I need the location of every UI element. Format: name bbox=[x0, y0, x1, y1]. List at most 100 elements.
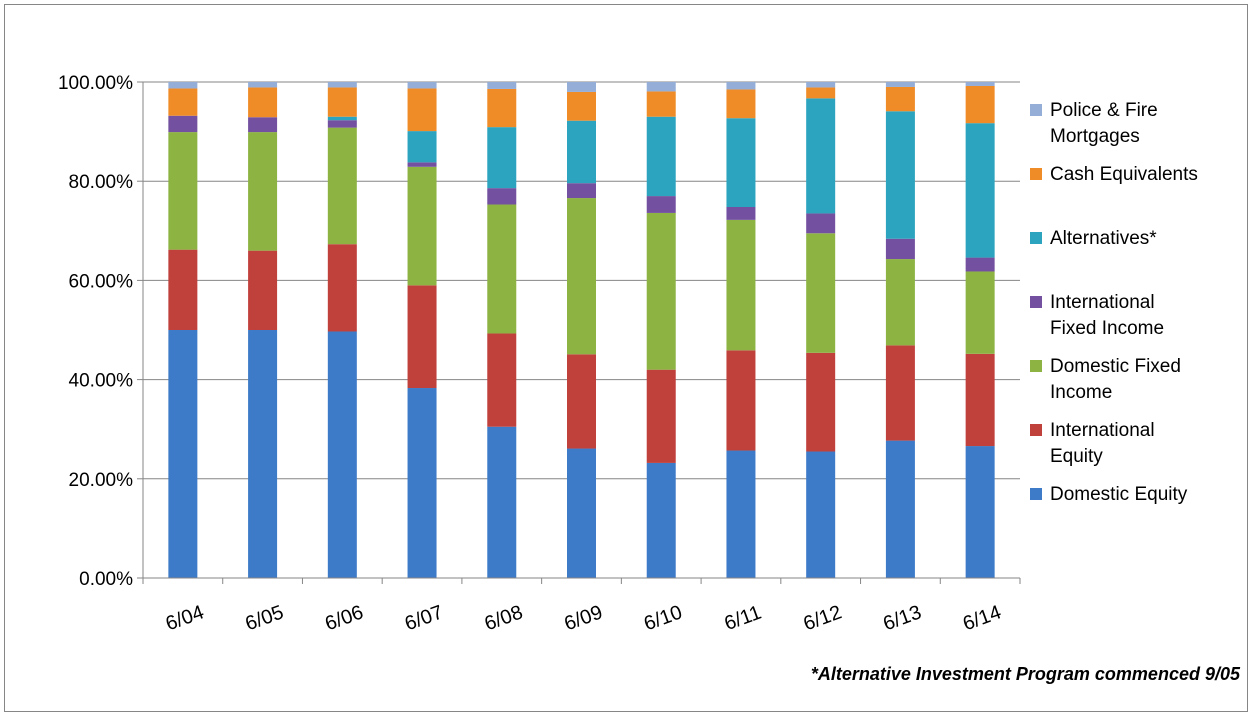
legend-label: Income bbox=[1050, 382, 1112, 403]
bar-segment bbox=[567, 448, 596, 578]
bar-segment bbox=[567, 354, 596, 449]
bar-segment bbox=[726, 219, 756, 351]
bar-segment bbox=[646, 196, 676, 213]
legend-swatch bbox=[1030, 360, 1042, 372]
legend: Police & Fire Mortgages Cash Equivalents Al… bbox=[1030, 100, 1198, 505]
x-tick-label: 6/05 bbox=[242, 601, 286, 635]
bar-segment bbox=[965, 257, 995, 272]
bar-segment bbox=[248, 132, 278, 251]
bar-segment bbox=[248, 82, 278, 88]
bar-segment bbox=[487, 204, 517, 334]
bar-segment bbox=[965, 85, 995, 124]
bar-segment bbox=[248, 117, 278, 133]
bar-segment bbox=[567, 183, 596, 199]
bar-segment bbox=[806, 87, 836, 99]
bar-segment bbox=[646, 462, 676, 578]
legend-swatch bbox=[1030, 104, 1042, 116]
bar-segment bbox=[168, 249, 198, 330]
bar-segment bbox=[327, 120, 357, 128]
bar-segment bbox=[487, 333, 517, 427]
bar-segment bbox=[168, 115, 198, 133]
y-tick-label: 20.00% bbox=[69, 470, 134, 491]
legend-label: Police & Fire bbox=[1050, 100, 1158, 121]
bar-segment bbox=[407, 131, 437, 163]
bar-segment bbox=[806, 213, 836, 234]
bar-segment bbox=[726, 82, 756, 90]
legend-label: Domestic Equity bbox=[1050, 484, 1188, 505]
x-tick-label: 6/11 bbox=[722, 602, 765, 635]
bar-segment bbox=[487, 127, 517, 189]
legend-swatch bbox=[1030, 296, 1042, 308]
bar-segment bbox=[407, 162, 437, 167]
bar-segment bbox=[327, 87, 357, 117]
bar-segment bbox=[726, 89, 756, 119]
legend-label: Fixed Income bbox=[1050, 318, 1164, 339]
bar-segment bbox=[487, 88, 517, 128]
legend-label: International bbox=[1050, 420, 1155, 441]
footnote: *Alternative Investment Program commence… bbox=[810, 664, 1240, 684]
bar-segment bbox=[806, 451, 836, 578]
bar-segment bbox=[806, 233, 836, 353]
x-tick-label: 6/04 bbox=[163, 601, 207, 635]
bar-segment bbox=[487, 82, 517, 89]
legend-swatch bbox=[1030, 424, 1042, 436]
bar-segment bbox=[965, 353, 995, 447]
bar-segment bbox=[885, 259, 915, 346]
bar-segment bbox=[168, 330, 198, 578]
y-tick-label: 100.00% bbox=[58, 73, 133, 94]
x-tick-label: 6/10 bbox=[641, 601, 685, 635]
bar-segment bbox=[646, 212, 676, 370]
x-tick-label: 6/07 bbox=[402, 601, 446, 635]
legend-label: Cash Equivalents bbox=[1050, 164, 1198, 185]
legend-swatch bbox=[1030, 488, 1042, 500]
bar-segment bbox=[885, 82, 915, 87]
bar-segment bbox=[726, 350, 756, 451]
bar-segment bbox=[168, 132, 198, 250]
bar-segment bbox=[965, 271, 995, 354]
legend-swatch bbox=[1030, 232, 1042, 244]
legend-label: Mortgages bbox=[1050, 126, 1140, 147]
bar-segment bbox=[885, 345, 915, 441]
bar-segment bbox=[806, 98, 836, 214]
y-tick-label: 80.00% bbox=[69, 172, 134, 193]
bar-segment bbox=[885, 111, 915, 239]
x-tick-label: 6/12 bbox=[801, 601, 845, 635]
legend-label: Domestic Fixed bbox=[1050, 356, 1181, 377]
bar-segment bbox=[885, 238, 915, 260]
bar-segment bbox=[646, 91, 676, 117]
bar-segment bbox=[407, 166, 437, 286]
bar-segment bbox=[646, 82, 676, 92]
bar-segment bbox=[885, 440, 915, 578]
bar-segment bbox=[487, 426, 517, 578]
bar-segment bbox=[327, 244, 357, 332]
y-tick-label: 40.00% bbox=[69, 371, 134, 392]
bar-segment bbox=[646, 116, 676, 197]
bars bbox=[168, 82, 995, 578]
bar-segment bbox=[726, 206, 756, 220]
bar-segment bbox=[885, 86, 915, 112]
x-tick-label: 6/08 bbox=[482, 601, 526, 635]
bar-segment bbox=[168, 82, 198, 89]
legend-label: International bbox=[1050, 292, 1155, 313]
bar-segment bbox=[327, 82, 357, 88]
bar-segment bbox=[806, 352, 836, 452]
bar-segment bbox=[407, 88, 437, 132]
legend-label: Alternatives* bbox=[1050, 228, 1157, 249]
bar-segment bbox=[248, 330, 278, 578]
bar-segment bbox=[248, 87, 278, 118]
bar-segment bbox=[327, 116, 357, 121]
y-tick-label: 0.00% bbox=[79, 569, 133, 590]
bar-segment bbox=[168, 88, 198, 116]
bar-segment bbox=[567, 198, 596, 355]
legend-label: Equity bbox=[1050, 446, 1103, 467]
axes: 0.00% 20.00% 40.00% 60.00% 80.00% 100.00% 6/04… bbox=[58, 73, 1021, 635]
bar-segment bbox=[567, 82, 596, 92]
bar-segment bbox=[567, 91, 596, 121]
bar-segment bbox=[407, 388, 437, 578]
x-tick-label: 6/14 bbox=[960, 601, 1004, 635]
bar-segment bbox=[407, 285, 437, 389]
bar-segment bbox=[646, 369, 676, 463]
bar-segment bbox=[965, 446, 995, 578]
bar-segment bbox=[726, 450, 756, 578]
